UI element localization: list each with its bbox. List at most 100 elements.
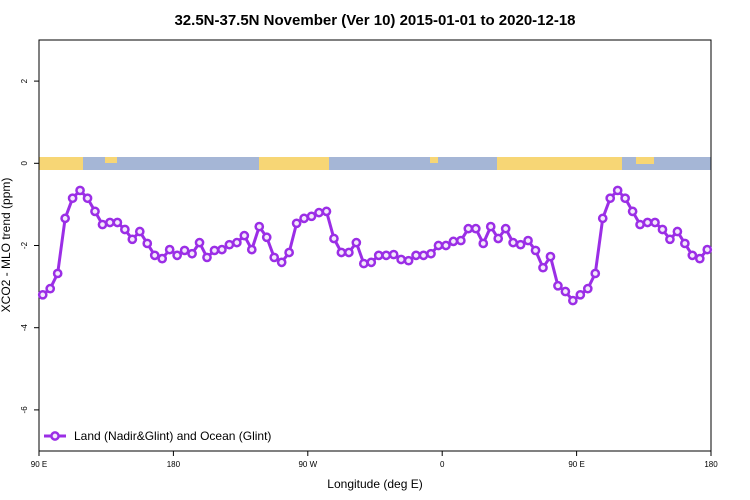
data-point xyxy=(306,211,317,222)
data-point xyxy=(470,223,481,234)
data-point xyxy=(418,250,429,261)
data-point xyxy=(426,248,436,259)
data-point xyxy=(612,185,623,196)
data-point xyxy=(314,207,324,218)
data-point xyxy=(239,230,250,241)
data-point xyxy=(358,258,369,269)
data-point xyxy=(321,206,332,217)
data-point xyxy=(67,193,78,204)
data-point xyxy=(105,217,115,228)
y-tick-label: -2 xyxy=(20,241,29,249)
data-point xyxy=(605,193,616,204)
data-point xyxy=(590,268,601,279)
data-point xyxy=(388,249,399,260)
data-point xyxy=(157,253,168,264)
data-point xyxy=(336,247,347,258)
data-point xyxy=(134,226,145,237)
x-axis-label: Longitude (deg E) xyxy=(327,477,422,491)
data-point xyxy=(500,223,511,234)
x-tick-label: 0 xyxy=(440,460,445,469)
data-point xyxy=(209,245,220,256)
data-point xyxy=(433,240,444,251)
data-point xyxy=(142,238,153,249)
data-point xyxy=(299,213,309,224)
land-strip xyxy=(39,157,83,170)
data-point xyxy=(597,213,608,224)
data-point xyxy=(627,206,638,217)
data-point xyxy=(523,235,533,246)
legend-marker xyxy=(50,431,60,441)
y-tick-label: -6 xyxy=(20,406,29,414)
legend-label: Land (Nadir&Glint) and Ocean (Glint) xyxy=(74,429,271,443)
data-point xyxy=(217,244,227,255)
data-point xyxy=(187,248,197,259)
data-point xyxy=(680,238,690,249)
data-point xyxy=(575,289,586,300)
data-point xyxy=(687,250,698,261)
data-point xyxy=(448,236,459,247)
data-point xyxy=(657,224,668,235)
data-point xyxy=(45,283,56,294)
y-tick-label: 2 xyxy=(20,78,29,83)
x-tick-label: 90 W xyxy=(298,460,317,469)
data-point xyxy=(202,252,212,263)
data-point xyxy=(254,221,265,232)
data-point xyxy=(538,262,548,273)
x-tick-label: 180 xyxy=(167,460,181,469)
data-point xyxy=(232,237,242,248)
data-point xyxy=(82,193,93,204)
data-point xyxy=(291,218,302,229)
y-axis-label: XCO2 - MLO trend (ppm) xyxy=(0,178,13,313)
data-point xyxy=(560,286,571,297)
data-point xyxy=(508,237,518,248)
data-point xyxy=(90,206,100,217)
data-point xyxy=(396,254,406,265)
data-point xyxy=(112,217,123,228)
data-point xyxy=(127,234,138,245)
series-line xyxy=(41,188,709,303)
data-point xyxy=(635,219,645,230)
data-point xyxy=(456,235,466,246)
data-point xyxy=(172,250,182,261)
data-point xyxy=(284,247,294,258)
data-point xyxy=(366,257,377,268)
chart-title: 32.5N-37.5N November (Ver 10) 2015-01-01… xyxy=(174,12,575,29)
data-point xyxy=(373,250,384,261)
data-point xyxy=(441,240,451,251)
data-point xyxy=(120,224,130,235)
data-point xyxy=(672,226,683,237)
data-point xyxy=(485,221,496,232)
land-strip xyxy=(105,157,117,163)
data-point xyxy=(351,237,362,248)
data-point xyxy=(381,250,392,261)
data-point xyxy=(463,223,474,234)
data-point xyxy=(620,193,630,204)
data-point xyxy=(224,239,235,250)
data-point xyxy=(149,250,160,261)
data-point xyxy=(269,252,280,263)
y-tick-label: 0 xyxy=(20,161,29,166)
data-point xyxy=(97,219,108,230)
data-point xyxy=(493,233,504,244)
x-tick-label: 180 xyxy=(704,460,718,469)
data-point xyxy=(344,247,354,258)
data-point xyxy=(411,250,421,261)
land-strip xyxy=(497,157,622,170)
data-point xyxy=(276,257,287,268)
data-point xyxy=(60,213,70,224)
data-point xyxy=(530,245,541,256)
data-point xyxy=(164,244,175,255)
land-strip xyxy=(636,157,654,164)
data-point xyxy=(650,217,660,228)
land-ocean-strip xyxy=(39,157,711,170)
data-point xyxy=(665,234,675,245)
x-tick-label: 90 E xyxy=(568,460,584,469)
y-tick-label: -4 xyxy=(20,324,29,332)
data-point xyxy=(694,253,705,264)
data-point xyxy=(179,245,190,256)
data-point xyxy=(329,233,339,244)
data-point xyxy=(194,237,205,248)
data-point xyxy=(478,238,489,249)
plot-frame xyxy=(38,39,712,452)
